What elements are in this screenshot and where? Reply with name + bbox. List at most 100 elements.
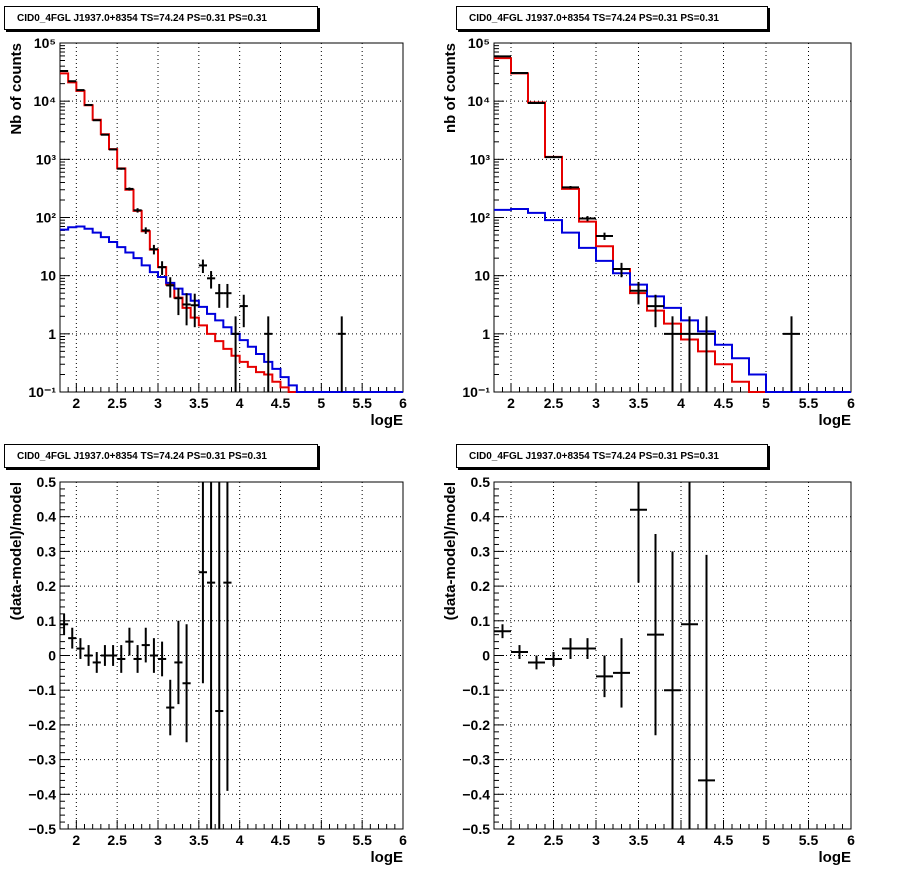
x-tick-label: 3 xyxy=(592,832,600,848)
data-point xyxy=(630,281,647,305)
data-point xyxy=(528,101,545,104)
data-point xyxy=(630,482,647,583)
data-point xyxy=(76,638,85,659)
y-tick-label: 0.3 xyxy=(37,543,57,559)
y-tick-label: −0.4 xyxy=(462,786,490,802)
data-point xyxy=(166,277,175,298)
data-point xyxy=(528,655,545,670)
y-tick-label: −0.3 xyxy=(28,752,56,768)
x-tick-label: 4 xyxy=(677,395,685,411)
chart-title-bottom-right: CID0_4FGL J1937.0+8354 TS=74.24 PS=0.31 … xyxy=(456,444,768,468)
data-point xyxy=(613,638,630,708)
y-tick-label: 10⁴ xyxy=(468,93,491,109)
x-tick-label: 4 xyxy=(236,395,244,411)
data-point xyxy=(158,261,167,275)
data-point xyxy=(207,271,216,289)
data-point xyxy=(166,679,175,736)
y-axis-label: nb of counts xyxy=(442,43,459,133)
data-point xyxy=(84,645,93,666)
y-tick-label: 1 xyxy=(48,326,56,342)
x-tick-label: 2 xyxy=(72,832,80,848)
data-point xyxy=(579,638,596,659)
x-tick-label: 5.5 xyxy=(352,395,372,411)
x-tick-label: 4.5 xyxy=(714,832,734,848)
data-point xyxy=(174,620,183,705)
x-tick-label: 2.5 xyxy=(107,832,127,848)
data-point xyxy=(198,482,207,684)
y-tick-label: −0.5 xyxy=(28,821,56,837)
x-tick-label: 4.5 xyxy=(714,395,734,411)
data-point xyxy=(562,185,579,189)
ticks-top-left xyxy=(59,45,404,393)
y-tick-label: 10⁴ xyxy=(34,93,57,109)
y-axis-label: (data-model)/model xyxy=(8,482,25,620)
x-tick-label: 4.5 xyxy=(271,395,291,411)
data-point xyxy=(613,262,630,278)
data-point xyxy=(149,638,158,673)
x-tick-label: 3 xyxy=(592,395,600,411)
data-point xyxy=(190,293,199,328)
data-point xyxy=(494,624,511,639)
data-point xyxy=(158,641,167,677)
y-tick-label: −0.3 xyxy=(462,752,490,768)
data-point xyxy=(337,316,346,392)
data-point xyxy=(698,316,715,392)
y-tick-label: 0.3 xyxy=(471,543,491,559)
data-point xyxy=(68,627,77,649)
ticks-top-right xyxy=(493,45,852,393)
y-tick-label: −0.5 xyxy=(462,821,490,837)
y-tick-label: −0.1 xyxy=(28,682,56,698)
y-tick-label: 0.5 xyxy=(37,474,57,490)
x-tick-label: 3.5 xyxy=(189,395,209,411)
y-tick-label: 10⁻¹ xyxy=(462,384,490,400)
data-point xyxy=(664,316,681,392)
data-point xyxy=(100,645,109,666)
y-tick-label: 0 xyxy=(48,648,56,664)
x-tick-label: 6 xyxy=(399,832,407,848)
data-point xyxy=(664,551,681,829)
x-tick-label: 4 xyxy=(677,832,685,848)
data-point xyxy=(264,316,273,392)
x-tick-label: 3 xyxy=(154,832,162,848)
x-tick-label: 2.5 xyxy=(107,395,127,411)
data-point xyxy=(174,288,183,316)
data-point xyxy=(545,652,562,666)
x-tick-label: 6 xyxy=(847,395,855,411)
y-tick-label: 0.1 xyxy=(471,613,491,629)
y-tick-label: 10⁵ xyxy=(468,35,490,51)
y-tick-label: 10³ xyxy=(470,151,491,167)
data-point xyxy=(647,294,664,328)
data-point xyxy=(511,645,528,659)
chart-title-top-right: CID0_4FGL J1937.0+8354 TS=74.24 PS=0.31 … xyxy=(456,6,768,30)
chart-title-bottom-left: CID0_4FGL J1937.0+8354 TS=74.24 PS=0.31 … xyxy=(4,444,318,468)
data-point xyxy=(562,638,579,659)
data-point xyxy=(125,627,134,656)
x-tick-label: 5 xyxy=(317,395,325,411)
data-point xyxy=(198,259,207,274)
component-model-line xyxy=(60,225,403,393)
x-tick-label: 3.5 xyxy=(629,832,649,848)
data-point xyxy=(149,244,158,255)
x-tick-label: 5 xyxy=(762,832,770,848)
x-tick-label: 2 xyxy=(72,395,80,411)
x-axis-label: logE xyxy=(819,412,852,429)
y-axis-label: (data-model)/model xyxy=(442,482,459,620)
y-tick-label: 1 xyxy=(482,326,490,342)
data-point xyxy=(698,554,715,829)
data-point xyxy=(231,316,240,392)
y-tick-label: 0.1 xyxy=(37,613,57,629)
data-point xyxy=(125,187,134,191)
y-tick-label: 0 xyxy=(482,648,490,664)
data-point xyxy=(182,624,191,743)
data-point xyxy=(109,645,118,666)
ticks-bottom-right xyxy=(493,481,852,830)
data-point xyxy=(182,293,191,326)
y-tick-label: 10⁻¹ xyxy=(28,384,56,400)
data-point xyxy=(117,645,126,673)
grid-top-left xyxy=(60,43,403,392)
y-tick-label: 0.2 xyxy=(471,578,491,594)
y-tick-label: −0.2 xyxy=(462,717,490,733)
data-point xyxy=(783,316,800,392)
y-tick-label: −0.1 xyxy=(462,682,490,698)
